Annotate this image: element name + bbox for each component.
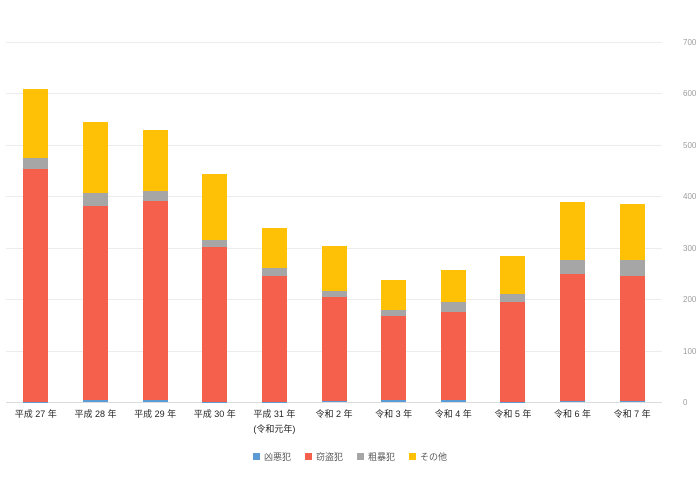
x-tick-label: 令和 6 年 (554, 409, 592, 419)
bar-segment-粗暴犯 (261, 268, 287, 276)
legend-swatch-icon (409, 453, 417, 460)
bar-segment-窃盗犯 (500, 302, 526, 402)
bar-segment-その他 (500, 256, 526, 294)
legend-item-粗暴犯: 粗暴犯 (357, 450, 395, 463)
y-tick-label: 500 (683, 140, 697, 150)
gridline (6, 196, 662, 198)
x-tick-label: 令和 7 年 (613, 409, 651, 419)
bar-segment-窃盗犯 (381, 315, 407, 400)
bar-segment-その他 (619, 203, 645, 261)
x-tick-label: 平成 28 年 (74, 409, 117, 419)
bar-segment-凶悪犯 (440, 399, 466, 402)
bar-segment-窃盗犯 (261, 275, 287, 402)
y-tick-label: 0 (683, 398, 688, 407)
bar-segment-凶悪犯 (202, 401, 228, 402)
bar-segment-粗暴犯 (500, 293, 526, 303)
legend-label: 凶悪犯 (263, 452, 291, 462)
gridline (6, 144, 662, 146)
bar-segment-窃盗犯 (23, 168, 49, 402)
bar-segment-粗暴犯 (142, 190, 168, 202)
legend-swatch-icon (304, 453, 312, 460)
bar-segment-窃盗犯 (560, 274, 586, 401)
gridline (6, 93, 662, 95)
bar-segment-窃盗犯 (440, 311, 466, 400)
bar-segment-その他 (23, 88, 49, 158)
legend-item-凶悪犯: 凶悪犯 (252, 450, 291, 463)
x-tick-sublabel: (令和元年) (253, 424, 296, 434)
bar-segment-粗暴犯 (440, 302, 466, 312)
legend: 凶悪犯 窃盗犯 粗暴犯 その他 (0, 450, 700, 463)
bar-segment-凶悪犯 (82, 399, 108, 402)
x-tick-label: 平成 29 年 (134, 409, 177, 419)
y-tick-label: 300 (683, 243, 697, 253)
bar-segment-窃盗犯 (619, 276, 645, 401)
bar-segment-窃盗犯 (321, 297, 347, 401)
x-tick-label: 令和 3 年 (375, 409, 413, 419)
bar-segment-凶悪犯 (23, 401, 49, 402)
legend-swatch-icon (357, 453, 364, 460)
bar-segment-その他 (261, 228, 287, 269)
bar-segment-凶悪犯 (381, 399, 407, 402)
legend-item-その他: その他 (409, 450, 447, 463)
x-tick-label: 令和 2 年 (315, 409, 353, 419)
bar-segment-窃盗犯 (202, 247, 228, 402)
legend-swatch-icon (252, 453, 260, 460)
bar-segment-窃盗犯 (82, 206, 108, 400)
y-tick-label: 200 (683, 295, 697, 305)
bar-segment-凶悪犯 (321, 400, 347, 402)
bar-segment-粗暴犯 (23, 157, 49, 169)
bar-segment-粗暴犯 (381, 309, 407, 316)
bar-segment-凶悪犯 (560, 400, 586, 402)
plot-area (6, 42, 662, 403)
legend-label: その他 (420, 452, 448, 462)
x-axis-line (6, 402, 662, 403)
x-tick-label: 令和 4 年 (434, 409, 472, 419)
y-tick-label: 100 (683, 346, 697, 356)
bar-segment-粗暴犯 (82, 192, 108, 207)
y-tick-label: 400 (683, 192, 697, 202)
bar-segment-粗暴犯 (202, 239, 228, 248)
gridline (6, 42, 662, 43)
bar-segment-その他 (440, 269, 466, 303)
bar-segment-その他 (560, 202, 586, 261)
bar-segment-粗暴犯 (619, 260, 645, 276)
y-tick-label: 700 (683, 38, 697, 47)
bar-segment-粗暴犯 (321, 290, 347, 298)
bar-segment-粗暴犯 (560, 260, 586, 275)
x-tick-label: 平成 27 年 (14, 409, 57, 419)
bar-segment-凶悪犯 (500, 401, 526, 402)
legend-label: 窃盗犯 (315, 452, 343, 462)
bar-segment-その他 (321, 245, 347, 291)
bar-segment-凶悪犯 (261, 401, 287, 402)
y-tick-label: 600 (683, 89, 697, 99)
bar-segment-その他 (82, 122, 108, 193)
x-tick-label: 平成 30 年 (193, 409, 236, 419)
bar-segment-その他 (142, 130, 168, 191)
bar-segment-その他 (381, 280, 407, 310)
bar-segment-凶悪犯 (142, 399, 168, 402)
bar-segment-その他 (202, 173, 228, 240)
bar-segment-凶悪犯 (619, 400, 645, 402)
x-tick-label: 平成 31 年 (令和元年) (229, 407, 319, 437)
bar-segment-窃盗犯 (142, 201, 168, 400)
legend-item-窃盗犯: 窃盗犯 (304, 450, 343, 463)
x-tick-label: 令和 5 年 (494, 409, 532, 419)
legend-label: 粗暴犯 (368, 452, 396, 462)
